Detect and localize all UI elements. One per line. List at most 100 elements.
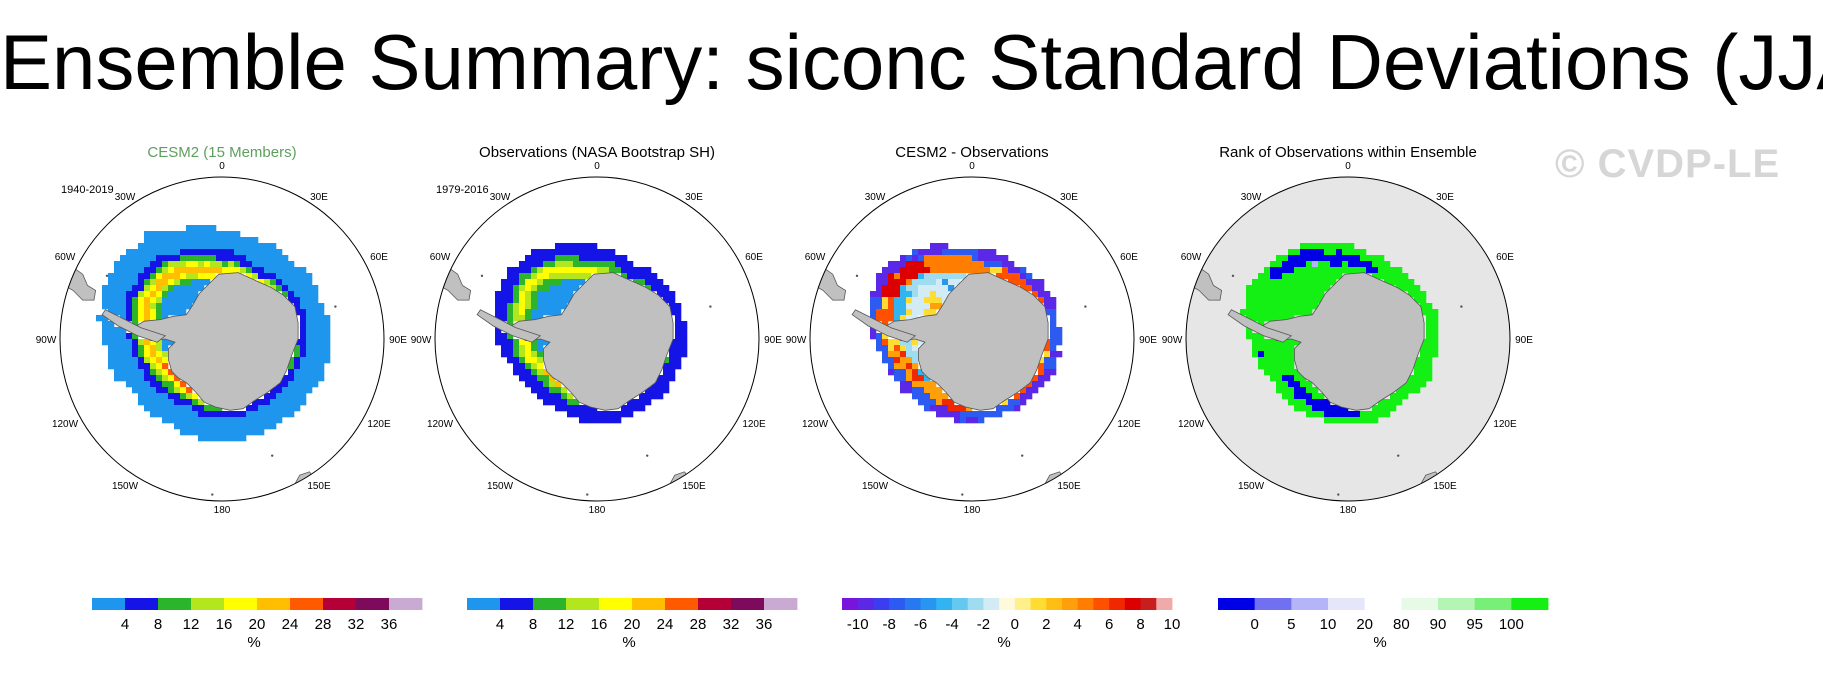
grid-cell [645, 387, 652, 394]
grid-cell [312, 369, 319, 376]
grid-cell [918, 261, 925, 268]
grid-cell [1252, 339, 1259, 346]
grid-cell [1258, 315, 1265, 322]
grid-cell [204, 243, 211, 250]
colorbar-swatch [1093, 598, 1110, 610]
grid-cell [918, 369, 925, 376]
colorbar-swatch [290, 598, 324, 610]
grid-cell [156, 291, 163, 298]
grid-cell [174, 255, 181, 262]
grid-cell [1264, 357, 1271, 364]
grid-cell [144, 303, 151, 310]
grid-cell [591, 255, 598, 262]
grid-cell [681, 321, 688, 328]
grid-cell [1044, 369, 1051, 376]
grid-cell [924, 309, 931, 316]
grid-cell [312, 297, 319, 304]
grid-cell [126, 345, 133, 352]
grid-cell [996, 273, 1003, 280]
grid-cell [252, 273, 259, 280]
grid-cell [192, 285, 199, 292]
grid-cell [1270, 363, 1277, 370]
grid-cell [597, 249, 604, 256]
grid-cell [513, 363, 520, 370]
colorbar-swatch [857, 598, 874, 610]
grid-cell [114, 357, 121, 364]
grid-cell [972, 411, 979, 418]
grid-cell [168, 261, 175, 268]
grid-cell [1288, 309, 1295, 316]
grid-cell [126, 285, 133, 292]
grid-cell [1020, 279, 1027, 286]
grid-cell [1336, 411, 1343, 418]
grid-cell [669, 369, 676, 376]
grid-cell [1246, 297, 1253, 304]
grid-cell [1294, 285, 1301, 292]
grid-cell [1336, 255, 1343, 262]
grid-cell [507, 345, 514, 352]
page-title: Ensemble Summary: siconc Standard Deviat… [0, 18, 1823, 106]
grid-cell [1300, 291, 1307, 298]
grid-cell [186, 273, 193, 280]
grid-cell [132, 261, 139, 268]
island [480, 274, 484, 278]
grid-cell [1264, 309, 1271, 316]
grid-cell [519, 303, 526, 310]
grid-cell [870, 303, 877, 310]
grid-cell [144, 375, 151, 382]
grid-cell [1282, 255, 1289, 262]
grid-cell [1288, 297, 1295, 304]
grid-cell [1408, 381, 1415, 388]
grid-cell [108, 345, 115, 352]
grid-cell [537, 303, 544, 310]
grid-cell [294, 309, 301, 316]
grid-cell [882, 291, 889, 298]
grid-cell [555, 399, 562, 406]
colorbar-swatch [1511, 598, 1549, 610]
grid-cell [270, 423, 277, 430]
grid-cell [270, 405, 277, 412]
grid-cell [180, 411, 187, 418]
colorbar-swatch [533, 598, 567, 610]
grid-cell [114, 297, 121, 304]
grid-cell [132, 267, 139, 274]
grid-cell [162, 237, 169, 244]
colorbar-swatch [1218, 598, 1256, 610]
grid-cell [1414, 297, 1421, 304]
grid-cell [1312, 279, 1319, 286]
grid-cell [126, 303, 133, 310]
grid-cell [495, 339, 502, 346]
grid-cell [519, 315, 526, 322]
grid-cell [924, 393, 931, 400]
grid-cell [567, 267, 574, 274]
grid-cell [180, 303, 187, 310]
grid-cell [549, 267, 556, 274]
grid-cell [1252, 315, 1259, 322]
grid-cell [900, 267, 907, 274]
grid-cell [906, 381, 913, 388]
grid-cell [1420, 357, 1427, 364]
grid-cell [924, 279, 931, 286]
grid-cell [1056, 333, 1063, 340]
longitude-label: 90E [1139, 335, 1157, 346]
grid-cell [1008, 405, 1015, 412]
grid-cell [1348, 249, 1355, 256]
grid-cell [507, 303, 514, 310]
grid-cell [234, 231, 241, 238]
grid-cell [1318, 273, 1325, 280]
grid-cell [1276, 345, 1283, 352]
grid-cell [669, 291, 676, 298]
grid-cell [1050, 303, 1057, 310]
grid-cell [579, 243, 586, 250]
grid-cell [537, 285, 544, 292]
grid-cell [174, 387, 181, 394]
grid-cell [1294, 309, 1301, 316]
grid-cell [120, 345, 127, 352]
grid-cell [966, 255, 973, 262]
grid-cell [882, 339, 889, 346]
grid-cell [180, 429, 187, 436]
grid-cell [1282, 315, 1289, 322]
grid-cell [531, 375, 538, 382]
grid-cell [555, 381, 562, 388]
grid-cell [156, 399, 163, 406]
